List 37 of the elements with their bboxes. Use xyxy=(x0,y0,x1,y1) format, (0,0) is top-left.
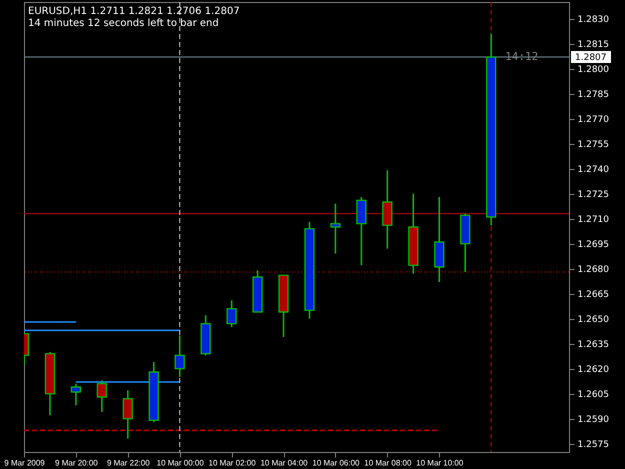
y-tick-label: 1.2590 xyxy=(578,415,610,426)
x-tick-label: 9 Mar 22:00 xyxy=(106,458,150,468)
y-tick-label: 1.2785 xyxy=(578,90,609,100)
candlestick xyxy=(174,334,185,378)
y-tick-label: 1.2710 xyxy=(578,215,610,226)
y-tick-label: 1.2650 xyxy=(578,315,610,326)
candlestick xyxy=(382,170,392,250)
x-tick-label: 10 Mar 08:00 xyxy=(364,458,412,468)
y-tick-label: 1.2575 xyxy=(578,440,609,450)
candlestick xyxy=(96,380,107,413)
x-tick-label: 10 Mar 10:00 xyxy=(416,458,464,468)
candlestick xyxy=(330,202,341,254)
y-tick-label: 1.2635 xyxy=(578,340,609,350)
candlestick xyxy=(226,300,237,328)
x-tick-label: 10 Mar 06:00 xyxy=(312,458,360,468)
candlestick xyxy=(122,390,133,440)
x-tick-label: 10 Mar 02:00 xyxy=(208,458,256,468)
y-tick-label: 1.2770 xyxy=(578,115,610,126)
candlestick xyxy=(356,196,366,266)
y-tick-label: 1.2740 xyxy=(578,165,610,176)
y-tick-label: 1.2605 xyxy=(578,390,609,400)
y-tick-label: 1.2680 xyxy=(578,265,610,276)
ref-line-label: 1.2807 xyxy=(575,53,606,63)
text: 14 minutes 12 seconds left to bar end xyxy=(28,18,219,29)
y-tick-label: 1.2800 xyxy=(578,65,610,76)
x-tick-label: 9 Mar 2009 xyxy=(4,458,46,468)
y-tick-label: 1.2755 xyxy=(578,140,609,150)
x-tick-label: 10 Mar 04:00 xyxy=(260,458,308,468)
y-tick-label: 1.2665 xyxy=(578,290,609,300)
candlestick xyxy=(70,382,82,406)
y-tick-label: 1.2815 xyxy=(578,40,609,50)
y-tick-label: 1.2695 xyxy=(578,240,609,250)
x-tick-label: 9 Mar 20:00 xyxy=(55,458,98,468)
y-tick-label: 1.2830 xyxy=(578,15,610,26)
y-tick-label: 1.2620 xyxy=(578,365,610,376)
x-tick-label: 10 Mar 00:00 xyxy=(156,458,204,468)
y-tick-label: 1.2725 xyxy=(578,190,609,200)
